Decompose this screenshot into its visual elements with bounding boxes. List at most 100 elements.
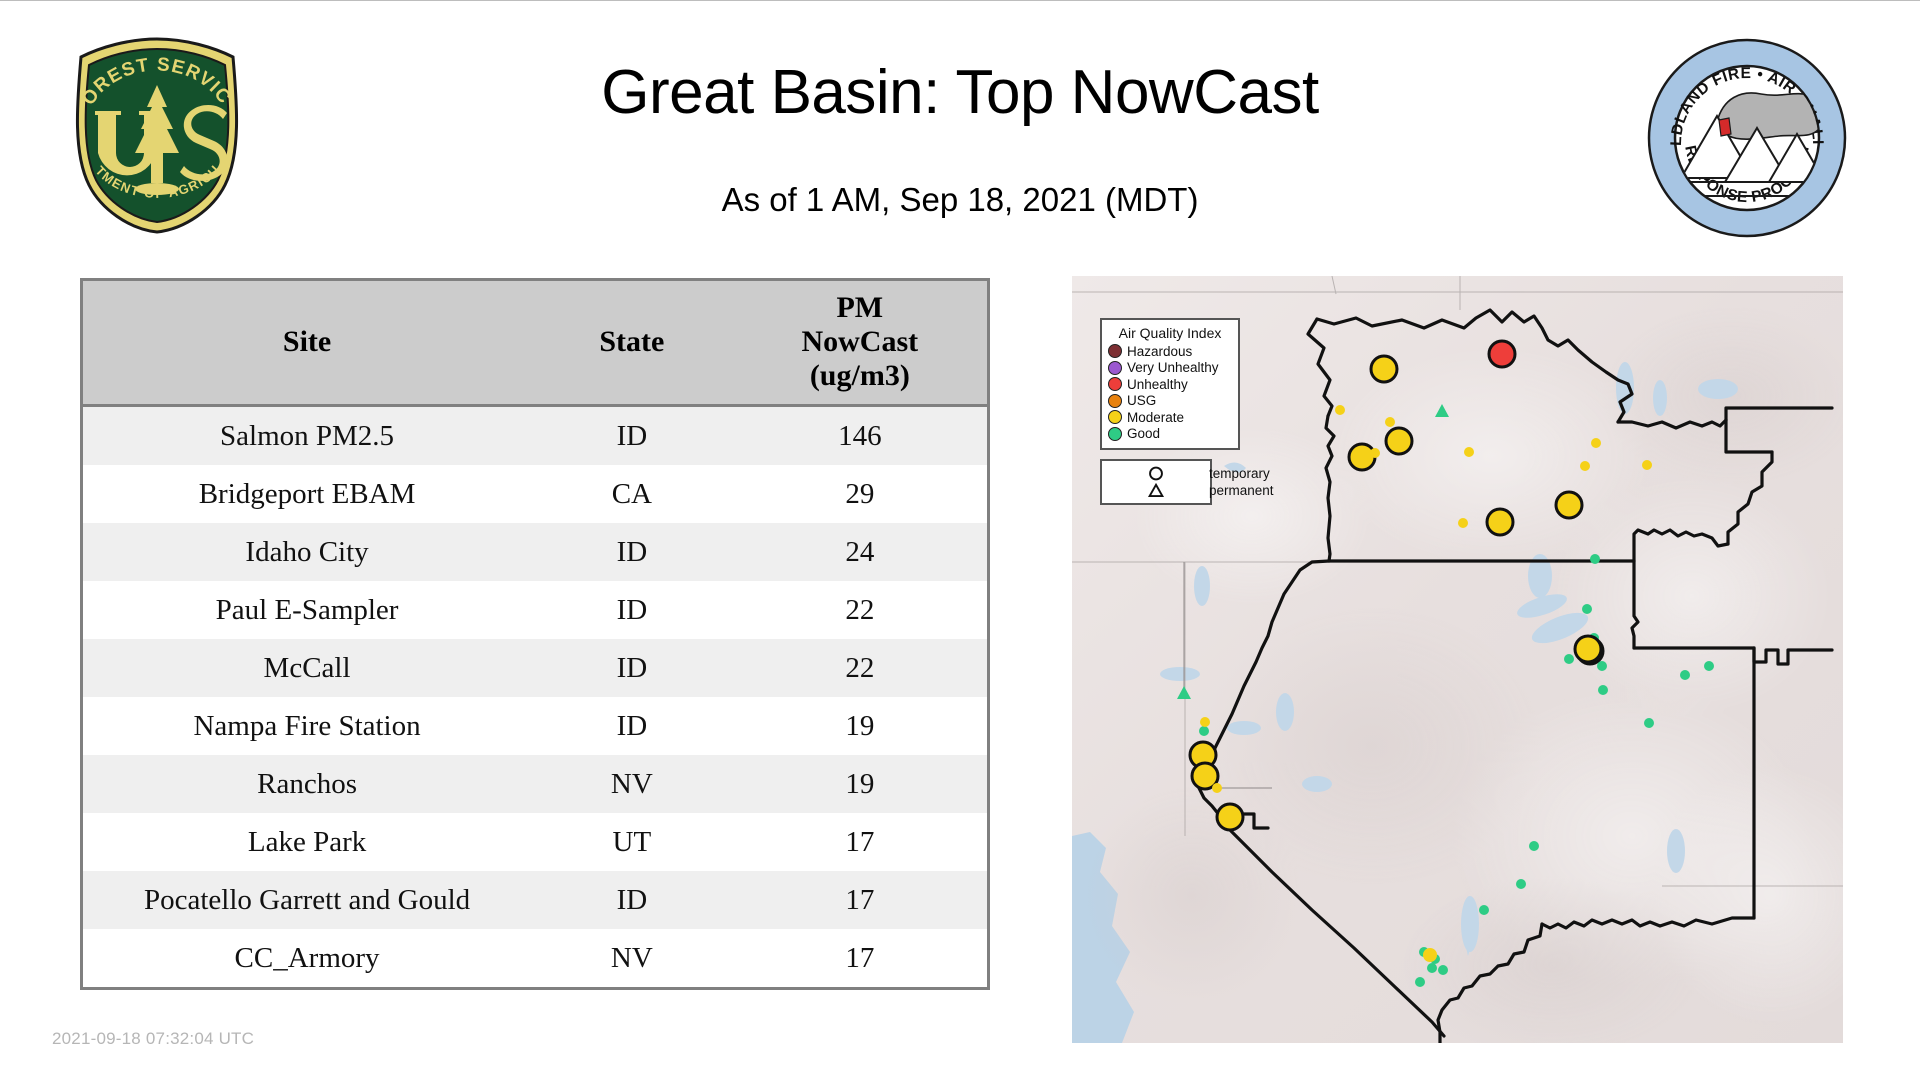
state-cell: ID <box>616 883 648 916</box>
monitor-marker[interactable] <box>1597 661 1607 671</box>
table-body: Salmon PM2.5 ID 146 Bridgeport EBAM CA 29 Idah… <box>83 405 987 987</box>
monitor-marker[interactable] <box>1487 339 1517 369</box>
monitor-marker[interactable] <box>1564 654 1574 664</box>
column-header-state: State <box>531 281 733 407</box>
pm-cell: 24 <box>845 535 875 568</box>
table-row: Lake Park UT 17 <box>83 812 987 871</box>
pm-cell: 19 <box>845 709 875 742</box>
pm-cell: 17 <box>845 825 875 858</box>
monitor-marker[interactable] <box>1435 404 1449 417</box>
table-header: Site State PM NowCast (ug/m3) <box>83 281 987 407</box>
monitor-marker[interactable] <box>1335 405 1345 415</box>
legend-row-good: Good <box>1108 426 1232 443</box>
monitor-marker[interactable] <box>1215 802 1245 832</box>
legend-row-temporary: temporary <box>1107 465 1270 482</box>
column-header-pm-line1: PM <box>836 291 884 324</box>
table-row: Pocatello Garrett and Gould ID 17 <box>83 870 987 929</box>
state-cell: ID <box>616 593 648 626</box>
legend-swatch-icon <box>1108 393 1122 408</box>
table-row: Idaho City ID 24 <box>83 522 987 581</box>
monitor-marker[interactable] <box>1427 963 1437 973</box>
monitor-marker[interactable] <box>1438 965 1448 975</box>
page-subtitle: As of 1 AM, Sep 18, 2021 (MDT) <box>721 181 1199 218</box>
legend-rows: Hazardous Very Unhealthy Unhealthy USG Moder… <box>1108 343 1232 442</box>
monitor-marker[interactable] <box>1200 717 1210 727</box>
state-cell: CA <box>611 477 653 510</box>
monitor-marker[interactable] <box>1415 977 1425 987</box>
monitor-marker[interactable] <box>1591 438 1601 448</box>
monitor-marker[interactable] <box>1458 518 1468 528</box>
legend-row-permanent: permanent <box>1107 482 1274 499</box>
legend-label: USG <box>1127 393 1157 409</box>
monitor-marker[interactable] <box>1423 948 1437 962</box>
monitor-marker[interactable] <box>1485 507 1515 537</box>
monitor-marker[interactable] <box>1704 661 1714 671</box>
site-cell: Bridgeport EBAM <box>198 477 416 510</box>
state-cell: UT <box>612 825 652 858</box>
legend-label: Good <box>1127 426 1161 442</box>
monitor-marker[interactable] <box>1516 879 1526 889</box>
great-basin-monitor-map[interactable]: Air Quality Index Hazardous Very Unhealth… <box>1072 276 1843 1043</box>
pm-cell: 17 <box>845 941 875 974</box>
page-title: Great Basin: Top NowCast <box>601 58 1319 127</box>
permanent-triangle-icon <box>1147 482 1165 497</box>
interior-lines <box>1183 562 1272 789</box>
monitor-marker[interactable] <box>1554 490 1584 520</box>
legend-row-usg: USG <box>1108 393 1232 410</box>
monitor-marker[interactable] <box>1370 448 1380 458</box>
legend-label: Unhealthy <box>1127 376 1188 392</box>
generation-timestamp: 2021-09-18 07:32:04 UTC <box>52 1029 255 1048</box>
legend-swatch-icon <box>1108 377 1122 392</box>
monitor-markers[interactable] <box>1177 339 1714 987</box>
state-cell: NV <box>610 941 653 974</box>
column-header-pm-nowcast: PM NowCast (ug/m3) <box>732 281 987 407</box>
monitor-marker[interactable] <box>1644 718 1654 728</box>
forest-service-shield-icon: FOREST SERVICE DEPARTMENT OF AGRICULTURE <box>48 17 239 234</box>
table-row: Paul E-Sampler ID 22 <box>83 580 987 639</box>
monitor-marker[interactable] <box>1598 685 1608 695</box>
monitor-marker[interactable] <box>1177 686 1191 699</box>
pm-cell: 146 <box>838 419 882 452</box>
table-row: McCall ID 22 <box>83 638 987 697</box>
monitor-marker[interactable] <box>1190 761 1220 791</box>
monitor-marker[interactable] <box>1385 417 1395 427</box>
monitor-marker[interactable] <box>1199 726 1209 736</box>
site-cell: CC_Armory <box>234 941 380 974</box>
column-header-pm-line2: NowCast <box>801 325 919 359</box>
table-row: Ranchos NV 19 <box>83 754 987 813</box>
hydrography <box>1160 362 1738 956</box>
table-row: Salmon PM2.5 ID 146 <box>83 405 987 465</box>
monitor-marker[interactable] <box>1680 670 1690 680</box>
us-forest-service-logo: FOREST SERVICE DEPARTMENT OF AGRICULTURE <box>48 17 260 238</box>
temporary-circle-icon <box>1149 466 1163 481</box>
monitor-marker[interactable] <box>1529 841 1539 851</box>
legend-row-unhealthy: Unhealthy <box>1108 376 1232 393</box>
monitor-marker[interactable] <box>1369 354 1399 384</box>
monitor-marker[interactable] <box>1347 442 1377 472</box>
state-cell: NV <box>610 767 653 800</box>
monitor-marker[interactable] <box>1573 634 1603 664</box>
monitor-marker[interactable] <box>1384 426 1414 456</box>
state-cell: ID <box>616 651 648 684</box>
monitor-marker[interactable] <box>1642 460 1652 470</box>
wildland-fire-air-quality-logo: WILDLAND FIRE • AIR QUALITY RESPONSE PRO… <box>1637 23 1850 241</box>
legend-swatch-icon <box>1108 426 1122 441</box>
top-nowcast-table-container: Site State PM NowCast (ug/m3) Salmon PM2… <box>80 278 990 990</box>
monitor-marker[interactable] <box>1479 905 1489 915</box>
site-cell: Paul E-Sampler <box>215 593 399 626</box>
legend-label: Very Unhealthy <box>1127 360 1219 376</box>
column-header-pm-line3: (ug/m3) <box>809 359 910 393</box>
monitor-marker[interactable] <box>1464 447 1474 457</box>
site-cell: McCall <box>263 651 351 684</box>
pm-cell: 22 <box>845 651 875 684</box>
monitor-marker[interactable] <box>1582 604 1592 614</box>
column-header-site: Site <box>83 281 532 407</box>
monitor-marker[interactable] <box>1580 461 1590 471</box>
monitor-marker[interactable] <box>1590 554 1600 564</box>
pm-cell: 17 <box>845 883 875 916</box>
state-boundaries <box>1196 308 1834 1043</box>
legend-swatch-icon <box>1108 344 1122 359</box>
legend-swatch-icon <box>1108 360 1122 375</box>
monitor-marker[interactable] <box>1212 783 1222 793</box>
